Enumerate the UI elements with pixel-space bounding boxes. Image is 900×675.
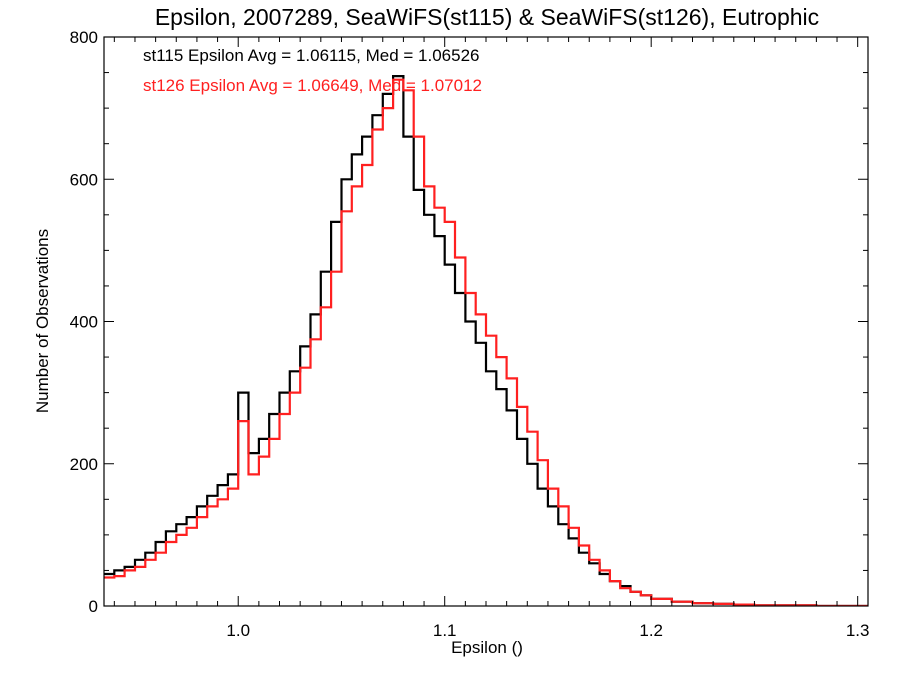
histogram-series-st126 <box>104 78 868 606</box>
y-tick-label: 200 <box>70 455 98 474</box>
x-tick-label: 1.2 <box>639 621 663 640</box>
axis-ticks: 1.0 1.1 1.2 1.3 0 200 400 600 800 <box>70 28 870 640</box>
x-tick-label: 1.0 <box>226 621 250 640</box>
plot-area <box>104 75 868 606</box>
x-tick-label: 1.1 <box>433 621 457 640</box>
chart-title: Epsilon, 2007289, SeaWiFS(st115) & SeaWi… <box>155 4 819 30</box>
x-tick-label: 1.3 <box>846 621 870 640</box>
y-tick-label: 400 <box>70 313 98 332</box>
histogram-series-st115 <box>104 75 868 606</box>
x-axis-label: Epsilon () <box>451 638 523 657</box>
legend-entry-st126: st126 Epsilon Avg = 1.06649, Med = 1.070… <box>143 76 482 95</box>
y-tick-label: 800 <box>70 28 98 47</box>
y-axis-label: Number of Observations <box>33 229 52 413</box>
y-tick-label: 600 <box>70 170 98 189</box>
legend-entry-st115: st115 Epsilon Avg = 1.06115, Med = 1.065… <box>143 46 479 65</box>
y-tick-label: 0 <box>89 597 98 616</box>
